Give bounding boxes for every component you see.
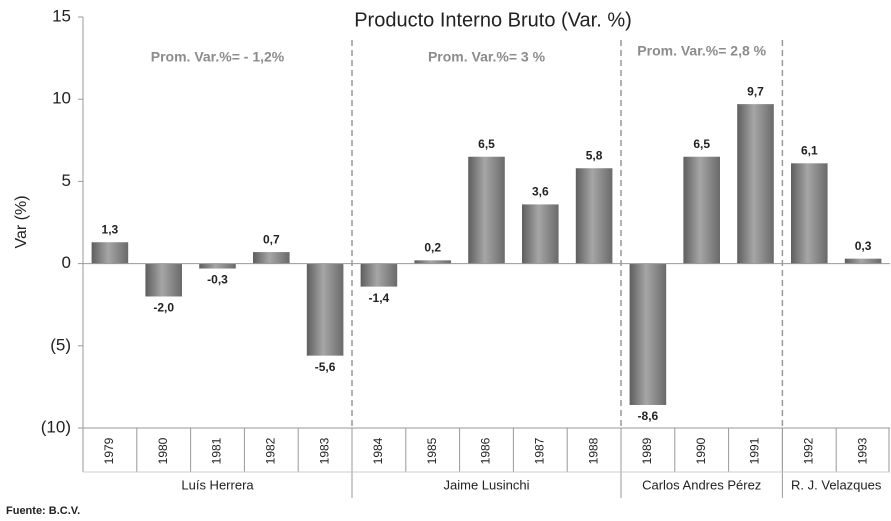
- x-tick-label: 1988: [586, 437, 600, 464]
- value-label: 1,3: [102, 222, 119, 236]
- bar: [199, 263, 236, 269]
- bar: [91, 242, 129, 264]
- value-label: 3,6: [532, 185, 549, 199]
- value-label: 9,7: [747, 84, 764, 98]
- bar: [844, 258, 882, 264]
- x-tick-label: 1993: [855, 437, 869, 464]
- bar: [737, 104, 774, 264]
- y-tick-label: (5): [50, 335, 71, 354]
- y-tick-label: 0: [62, 253, 71, 272]
- value-label: 6,5: [693, 137, 710, 151]
- annotation: Prom. Var.%= 3 %: [428, 49, 546, 65]
- value-label: 0,2: [424, 240, 441, 254]
- bar: [575, 168, 613, 264]
- y-tick-label: 5: [62, 171, 71, 190]
- bar: [629, 263, 667, 405]
- source: Fuente: B.C.V.: [6, 505, 80, 517]
- bar: [414, 260, 451, 264]
- annotation: Prom. Var.%= - 1,2%: [151, 49, 285, 65]
- bar: [468, 156, 505, 264]
- x-tick-label: 1982: [263, 437, 277, 464]
- bar: [360, 263, 398, 287]
- bar: [683, 156, 720, 264]
- x-tick-label: 1989: [640, 437, 654, 464]
- x-tick-label: 1990: [694, 437, 708, 464]
- value-label: -8,6: [638, 409, 659, 423]
- value-label: 0,3: [855, 239, 872, 253]
- value-label: 6,5: [478, 137, 495, 151]
- x-tick-label: 1991: [748, 437, 762, 464]
- value-label: -1,4: [369, 291, 390, 305]
- x-tick-label: 1987: [532, 437, 546, 464]
- bar: [306, 263, 344, 356]
- group-label: Carlos Andres Pérez: [642, 477, 761, 492]
- y-axis-label: Var (%): [13, 195, 30, 248]
- x-tick-label: 1986: [479, 437, 493, 464]
- value-label: -0,3: [207, 273, 228, 287]
- x-tick-label: 1992: [801, 437, 815, 464]
- value-label: 0,7: [263, 232, 280, 246]
- bar: [522, 204, 559, 264]
- value-label: -5,6: [315, 360, 336, 374]
- value-label: 6,1: [801, 143, 818, 157]
- x-tick-label: 1980: [156, 437, 170, 464]
- x-tick-label: 1984: [371, 437, 385, 464]
- group-label: Luís Herrera: [181, 477, 254, 492]
- x-tick-label: 1981: [210, 437, 224, 464]
- x-tick-label: 1985: [425, 437, 439, 464]
- bar: [253, 252, 290, 264]
- value-label: 5,8: [586, 148, 603, 162]
- group-label: R. J. Velazques: [791, 477, 882, 492]
- annotation: Prom. Var.%= 2,8 %: [637, 43, 766, 59]
- y-tick-label: 10: [52, 89, 71, 108]
- x-tick-label: 1979: [102, 437, 116, 464]
- y-tick-label: (10): [41, 417, 71, 436]
- x-tick-label: 1983: [317, 437, 331, 464]
- bar: [145, 263, 182, 297]
- y-tick-label: 15: [52, 6, 71, 25]
- bar: [791, 163, 828, 264]
- chart-title: Producto Interno Bruto (Var. %): [354, 9, 632, 31]
- value-label: -2,0: [153, 301, 174, 315]
- group-label: Jaime Lusinchi: [444, 477, 530, 492]
